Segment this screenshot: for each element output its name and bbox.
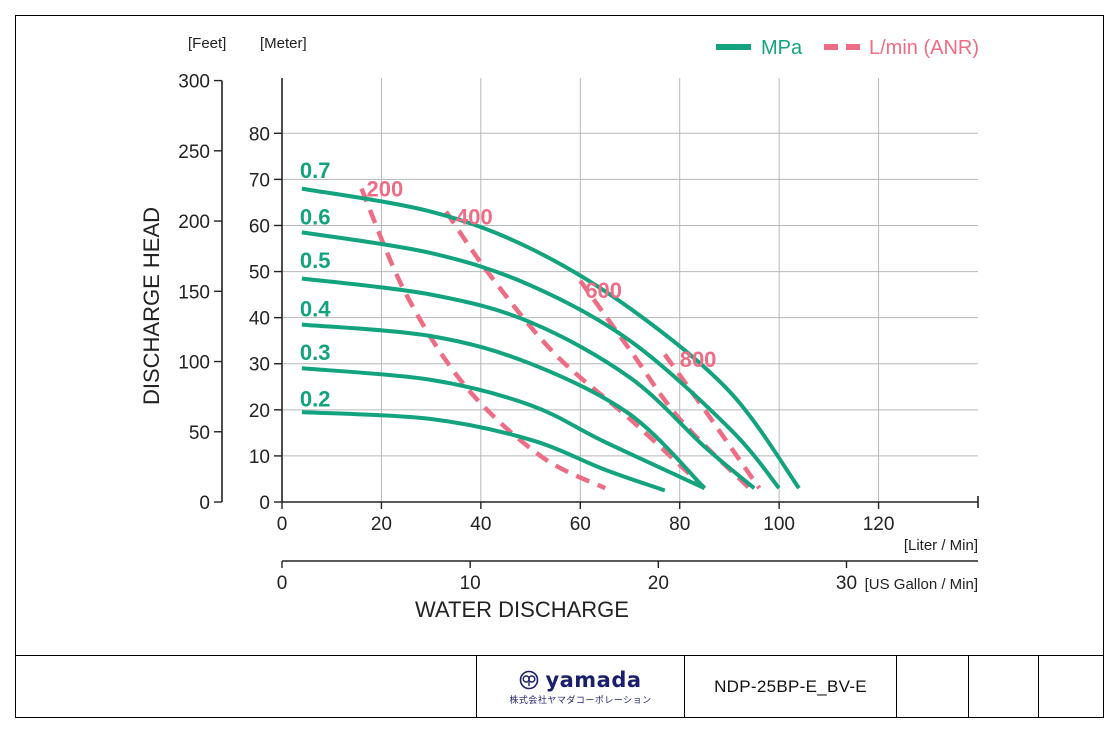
air-curve-400 bbox=[444, 210, 707, 490]
y-meter-tick-label: 60 bbox=[249, 216, 270, 237]
x-liter-tick-label: 40 bbox=[470, 514, 491, 535]
x-gallon-tick-label: 20 bbox=[648, 573, 669, 594]
chart-frame: 0 10 20 30 40 50 60 70 80 0 50 100 150 200 250 300 [Feet… bbox=[15, 15, 1104, 718]
pressure-curve-0-2 bbox=[301, 410, 666, 493]
title-block: yamada 株式会社ヤマダコーポレーション NDP-25BP-E_BV-E bbox=[15, 655, 1104, 718]
y-meter-tick-label: 50 bbox=[249, 263, 270, 284]
logo-wordmark: yamada bbox=[545, 667, 642, 692]
air-label: 600 bbox=[585, 278, 622, 303]
title-cell-blank bbox=[16, 656, 476, 717]
y-meter-tick-label: 30 bbox=[249, 355, 270, 376]
y-meter-tick-label: 40 bbox=[249, 309, 270, 330]
x-liter-tick-label: 20 bbox=[371, 514, 392, 535]
grid bbox=[282, 78, 978, 502]
x-axis-title: WATER DISCHARGE bbox=[415, 597, 629, 622]
pressure-curve-0-7 bbox=[301, 186, 801, 490]
y-meter-tick-label: 20 bbox=[249, 401, 270, 422]
y-feet-tick-label: 200 bbox=[178, 212, 210, 233]
logo-subtext: 株式会社ヤマダコーポレーション bbox=[509, 694, 652, 705]
y-feet-tick-label: 100 bbox=[178, 353, 210, 374]
labels: 0.7 0.6 0.5 0.4 0.3 0.2 200 400 600 800 bbox=[300, 158, 717, 411]
legend: MPa L/min (ANR) bbox=[716, 37, 979, 59]
air-curve-200 bbox=[359, 187, 607, 491]
x-liter-tick-label: 80 bbox=[669, 514, 690, 535]
pressure-label: 0.6 bbox=[300, 204, 331, 229]
pump-performance-chart: 01020304050607080050100150200250300[Feet… bbox=[139, 35, 979, 622]
curves bbox=[301, 186, 801, 493]
air-label: 200 bbox=[367, 177, 404, 202]
y-feet-tick-label: 300 bbox=[178, 72, 210, 93]
x-liter-tick-label: 0 bbox=[277, 514, 288, 535]
y-meter-tick-label: 80 bbox=[249, 124, 270, 145]
air-label: 400 bbox=[456, 204, 493, 229]
x-gallon-tick-label: 10 bbox=[460, 573, 481, 594]
title-cell-blank bbox=[1038, 656, 1103, 717]
pressure-label: 0.4 bbox=[300, 296, 331, 321]
pressure-curve-0-5 bbox=[301, 276, 756, 490]
pressure-label: 0.3 bbox=[300, 340, 331, 365]
x-liter-tick-label: 100 bbox=[763, 514, 795, 535]
model-number: NDP-25BP-E_BV-E bbox=[684, 656, 896, 717]
air-curve-800 bbox=[662, 353, 762, 490]
y-meter-unit-label: [Meter] bbox=[260, 35, 307, 52]
y-feet-tick-label: 150 bbox=[178, 282, 210, 303]
pressure-curve-0-3 bbox=[301, 366, 706, 491]
axes: 01020304050607080050100150200250300[Feet… bbox=[139, 35, 979, 622]
y-axis-title: DISCHARGE HEAD bbox=[139, 207, 164, 405]
pressure-curve-0-6 bbox=[301, 230, 781, 490]
y-meter-tick-label: 70 bbox=[249, 170, 270, 191]
x-liter-tick-label: 60 bbox=[570, 514, 591, 535]
yamada-emblem-icon bbox=[520, 670, 539, 689]
title-cell-blank bbox=[968, 656, 1038, 717]
company-logo: yamada 株式会社ヤマダコーポレーション bbox=[476, 656, 684, 717]
pressure-curve-0-4 bbox=[301, 322, 707, 490]
x-liter-unit-label: [Liter / Min] bbox=[904, 537, 978, 554]
pressure-label: 0.2 bbox=[300, 386, 331, 411]
x-gallon-unit-label: [US Gallon / Min] bbox=[865, 576, 978, 593]
legend-label-air: L/min (ANR) bbox=[869, 37, 979, 59]
x-gallon-tick-label: 30 bbox=[836, 573, 857, 594]
x-liter-tick-label: 120 bbox=[863, 514, 895, 535]
y-feet-tick-label: 0 bbox=[199, 493, 210, 514]
title-cell-blank bbox=[896, 656, 968, 717]
legend-label-mpa: MPa bbox=[761, 37, 803, 59]
pressure-label: 0.5 bbox=[300, 248, 331, 273]
air-label: 800 bbox=[680, 347, 717, 372]
y-feet-tick-label: 250 bbox=[178, 142, 210, 163]
y-feet-unit-label: [Feet] bbox=[188, 35, 226, 52]
y-meter-tick-label: 10 bbox=[249, 447, 270, 468]
pressure-label: 0.7 bbox=[300, 158, 331, 183]
y-meter-tick-label: 0 bbox=[259, 493, 270, 514]
x-gallon-tick-label: 0 bbox=[277, 573, 288, 594]
air-curve-600 bbox=[578, 279, 751, 490]
y-feet-tick-label: 50 bbox=[189, 423, 210, 444]
